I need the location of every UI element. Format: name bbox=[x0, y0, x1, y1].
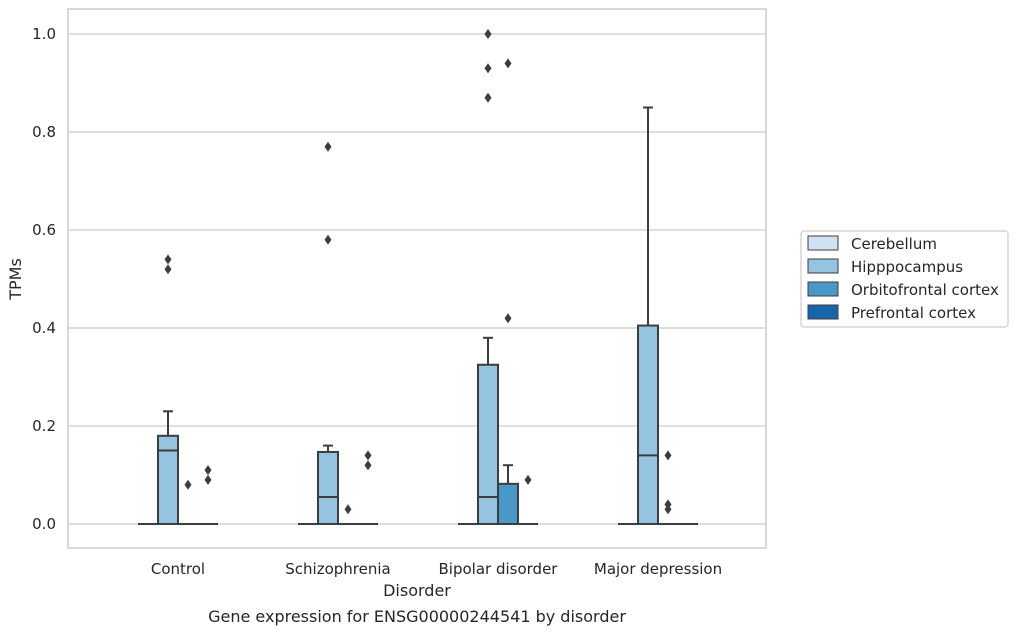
outlier-point bbox=[324, 234, 332, 245]
y-tick-label: 0.6 bbox=[32, 221, 56, 239]
legend-label: Hipppocampus bbox=[851, 258, 963, 276]
y-tick-labels: 0.0 0.2 0.4 0.6 0.8 1.0 bbox=[32, 25, 56, 533]
outlier-point bbox=[504, 313, 512, 324]
x-tick-label: Schizophrenia bbox=[285, 560, 390, 578]
outlier-point bbox=[164, 264, 172, 275]
outlier-point bbox=[364, 450, 372, 461]
legend: Cerebellum Hipppocampus Orbitofrontal cort… bbox=[800, 230, 1009, 328]
outlier-point bbox=[344, 504, 352, 515]
outlier-point bbox=[524, 474, 532, 485]
legend-frame bbox=[800, 230, 1009, 328]
outlier-point bbox=[364, 460, 372, 471]
outlier-points bbox=[164, 29, 672, 515]
chart-caption: Gene expression for ENSG00000244541 by d… bbox=[208, 607, 626, 626]
box-body bbox=[637, 324, 659, 525]
y-tick-label: 0.8 bbox=[32, 123, 56, 141]
legend-swatch bbox=[807, 281, 839, 297]
x-tick-label: Major depression bbox=[594, 560, 722, 578]
outlier-point bbox=[484, 29, 492, 39]
legend-swatch bbox=[807, 258, 839, 274]
x-tick-label: Control bbox=[151, 560, 205, 578]
box-2-2 bbox=[497, 464, 519, 526]
y-tick-label: 0.2 bbox=[32, 417, 56, 435]
legend-swatch bbox=[807, 304, 839, 320]
y-axis-label: TPMs bbox=[6, 258, 25, 301]
legend-label: Prefrontal cortex bbox=[851, 304, 976, 322]
y-tick-label: 0.4 bbox=[32, 319, 56, 337]
outlier-point bbox=[484, 63, 492, 74]
legend-swatch bbox=[807, 235, 839, 251]
outlier-point bbox=[484, 92, 492, 103]
outlier-point bbox=[184, 479, 192, 490]
y-tick-label: 1.0 bbox=[32, 25, 56, 43]
x-tick-labels: Control Schizophrenia Bipolar disorder Majo… bbox=[151, 560, 722, 578]
outlier-point bbox=[324, 141, 332, 152]
outlier-point bbox=[164, 254, 172, 265]
legend-label: Cerebellum bbox=[851, 235, 937, 253]
box-1-2 bbox=[477, 336, 499, 525]
box-1-1 bbox=[317, 444, 339, 525]
x-tick-label: Bipolar disorder bbox=[439, 560, 559, 578]
box-body bbox=[497, 482, 519, 526]
box-body bbox=[477, 363, 499, 525]
outlier-point bbox=[504, 58, 512, 69]
outlier-point bbox=[664, 450, 672, 461]
box-1-3 bbox=[637, 106, 659, 525]
outlier-point bbox=[664, 499, 672, 510]
plot-frame bbox=[67, 8, 767, 549]
box-body bbox=[157, 434, 179, 525]
y-tick-label: 0.0 bbox=[32, 515, 56, 533]
legend-label: Orbitofrontal cortex bbox=[851, 281, 999, 299]
boxes bbox=[138, 106, 698, 526]
outlier-point bbox=[204, 474, 212, 485]
box-1-0 bbox=[157, 410, 179, 525]
outlier-point bbox=[204, 465, 212, 476]
box-body bbox=[317, 450, 339, 525]
x-axis-label: Disorder bbox=[383, 581, 451, 600]
